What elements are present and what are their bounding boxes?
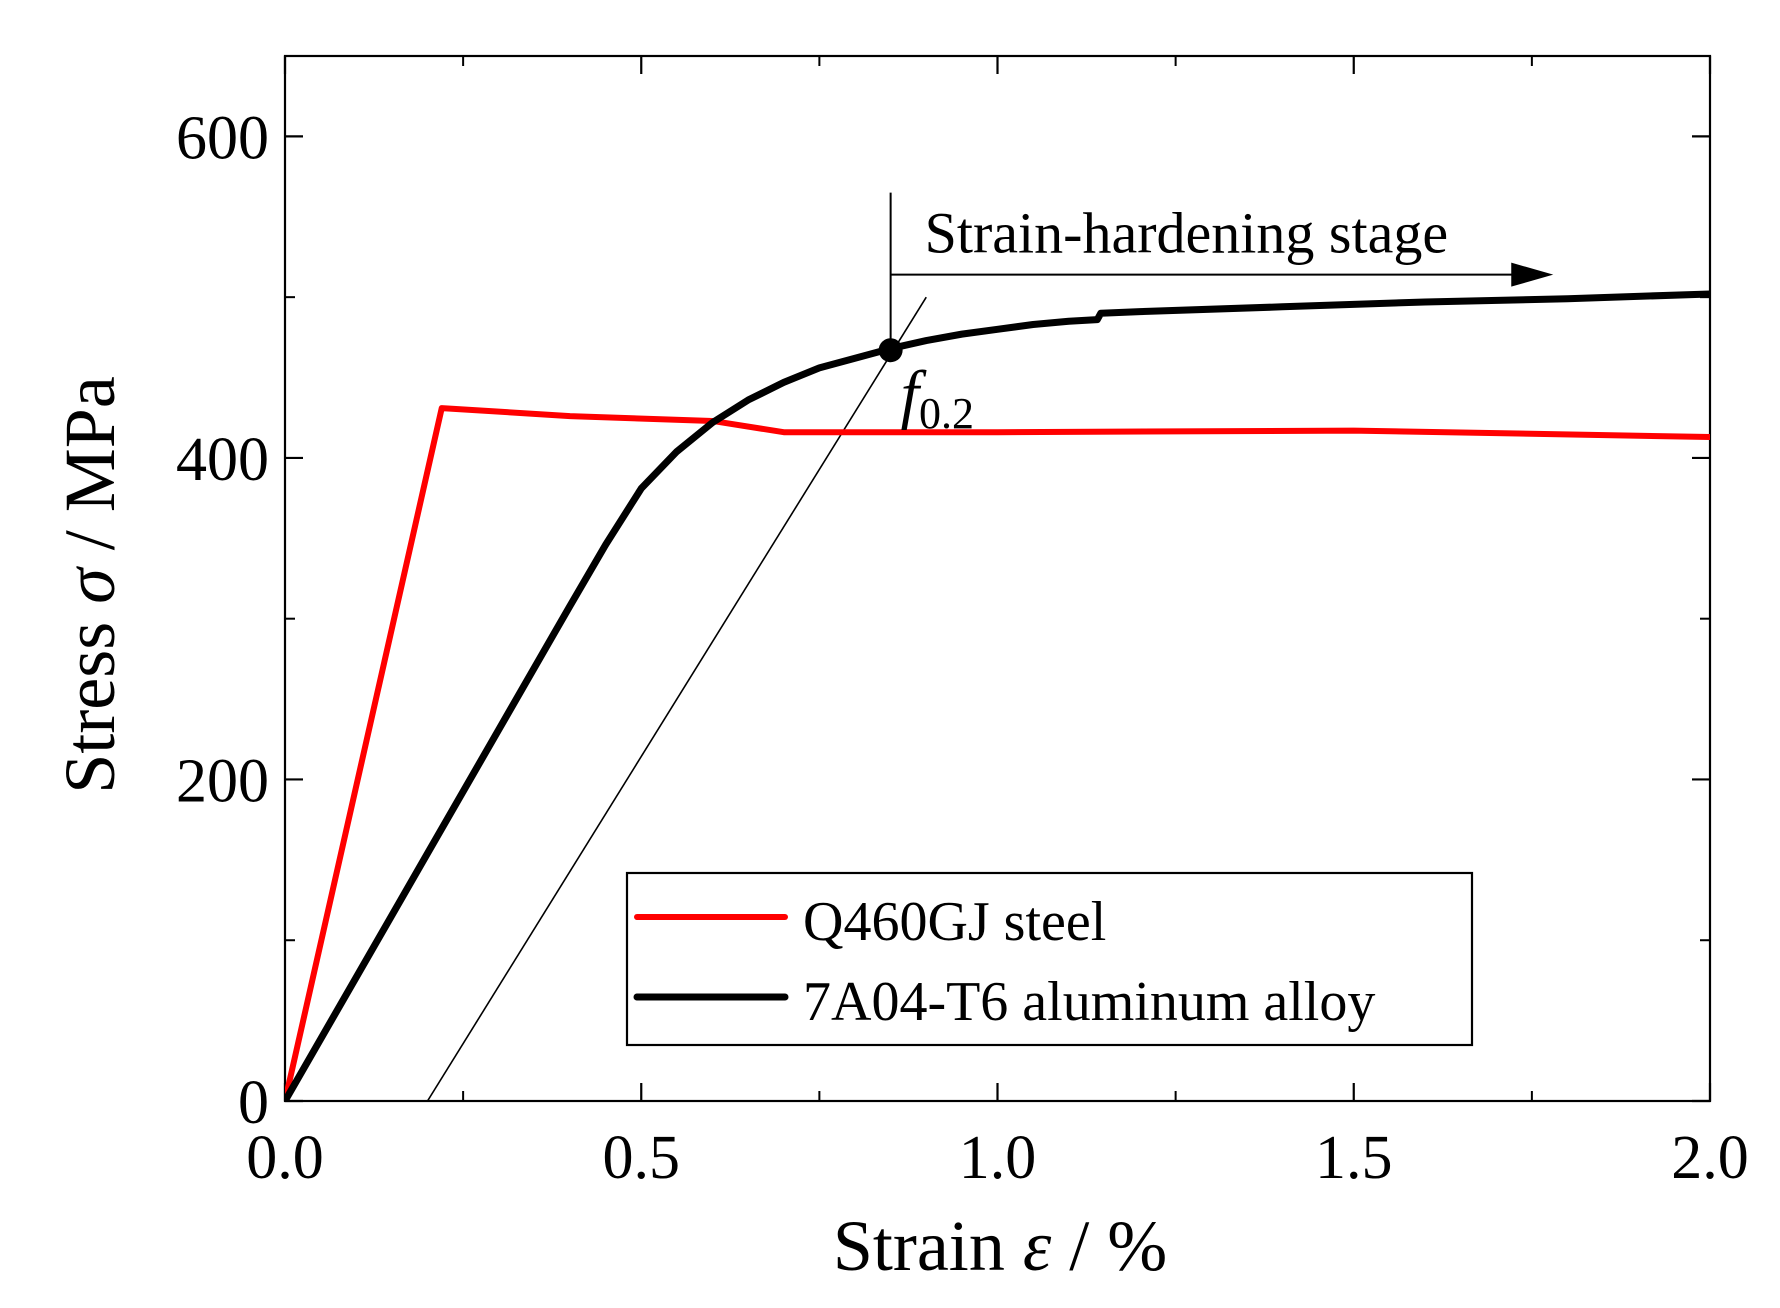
stage-arrow-head [1511, 262, 1554, 287]
legend-box [625, 871, 1474, 1047]
y-tick-label: 400 [176, 426, 269, 494]
legend-label-q460gj-steel: Q460GJ steel [803, 891, 1106, 953]
x-tick-label: 1.0 [959, 1124, 1037, 1192]
annotation-layer: Strain-hardening stage f0.2 [878, 192, 1554, 438]
y-tick-label: 0 [238, 1069, 269, 1137]
x-tick-label: 2.0 [1671, 1124, 1749, 1192]
axes-layer: 0.0 0.5 1.0 1.5 2.0 0 200 400 600 [176, 56, 1749, 1192]
yield-point-label-sub: 0.2 [919, 389, 974, 438]
stage-annotation-text: Strain-hardening stage [925, 201, 1448, 266]
x-tick-label: 0.5 [603, 1124, 681, 1192]
y-axis-title-prefix: Stress [50, 604, 130, 794]
legend: Q460GJ steel 7A04-T6 aluminum alloy [625, 871, 1474, 1047]
y-tick-label: 600 [176, 104, 269, 172]
svg-text:Strain ε / %: Strain ε / % [833, 1206, 1167, 1286]
x-axis-title-symbol: ε [1023, 1206, 1052, 1286]
x-tick-label: 1.5 [1315, 1124, 1393, 1192]
x-tick-label: 0.0 [246, 1124, 324, 1192]
y-axis-title-suffix: / MPa [50, 376, 130, 568]
series-line-7a04-t6-aluminum-alloy [285, 290, 1710, 1101]
x-axis-title-prefix: Strain [833, 1206, 1023, 1286]
yield-point-label: f0.2 [901, 358, 974, 438]
x-axis-title-suffix: / % [1051, 1206, 1167, 1286]
svg-text:Stress σ / MPa: Stress σ / MPa [50, 376, 130, 794]
data-layer [285, 290, 1710, 1101]
x-axis-title: Strain ε / % [833, 1206, 1167, 1286]
y-axis-title-symbol: σ [50, 566, 130, 604]
legend-label-7a04-t6-aluminum-alloy: 7A04-T6 aluminum alloy [803, 971, 1375, 1033]
series-line-q460gj-steel [285, 405, 1710, 1101]
yield-point-marker [878, 338, 903, 363]
y-axis-title: Stress σ / MPa [50, 376, 130, 794]
y-tick-label: 200 [176, 747, 269, 815]
